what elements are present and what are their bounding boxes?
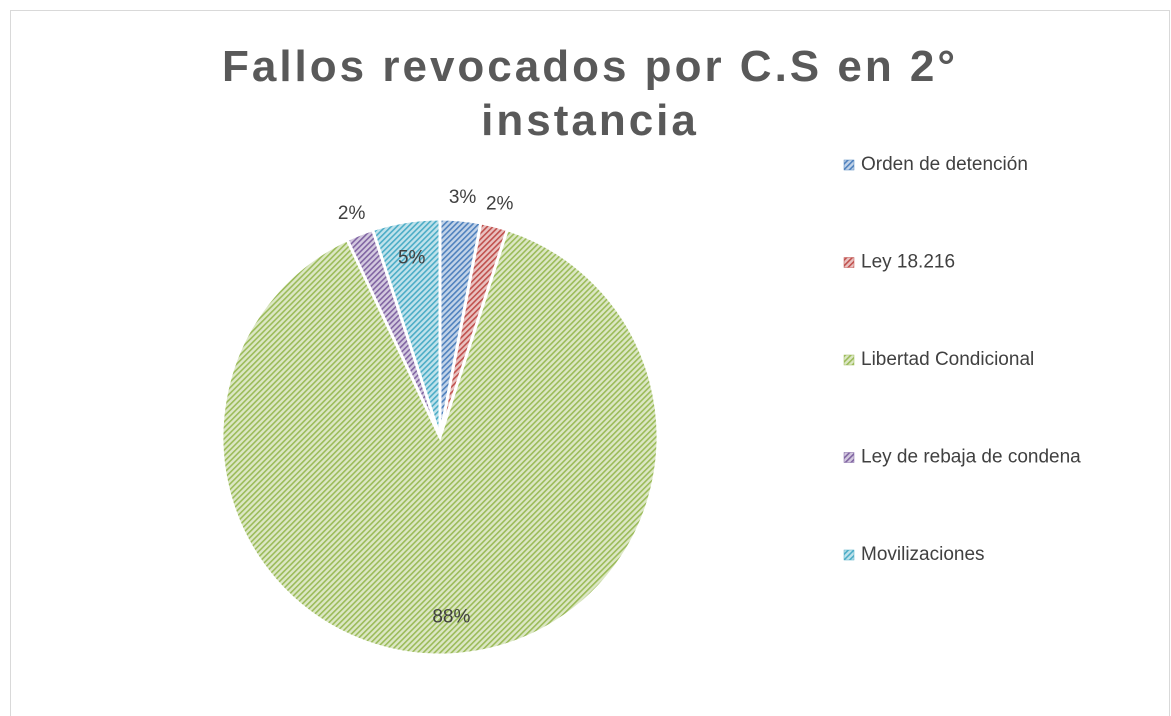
- chart-title: Fallos revocados por C.S en 2° instancia: [221, 42, 958, 145]
- data-label: 5%: [398, 247, 426, 268]
- pie-slice: [220, 227, 660, 657]
- legend-swatch: [843, 159, 855, 171]
- data-label: 88%: [432, 607, 470, 628]
- legend-label: Ley 18.216: [861, 252, 955, 273]
- data-label: 2%: [486, 194, 514, 215]
- legend-label: Movilizaciones: [861, 544, 985, 565]
- data-label: 2%: [338, 203, 366, 224]
- pie-slice: [370, 217, 442, 438]
- legend-swatch: [843, 354, 855, 366]
- legend-swatch: [843, 257, 855, 268]
- legend-swatch: [843, 549, 855, 561]
- legend-label: Orden de detención: [861, 154, 1028, 175]
- legend-label: Ley de rebaja de condena: [861, 447, 1081, 468]
- chart-frame: [10, 10, 1170, 716]
- data-label: 3%: [449, 187, 477, 208]
- legend-label: Libertad Condicional: [861, 349, 1034, 370]
- legend-swatch: [843, 452, 855, 463]
